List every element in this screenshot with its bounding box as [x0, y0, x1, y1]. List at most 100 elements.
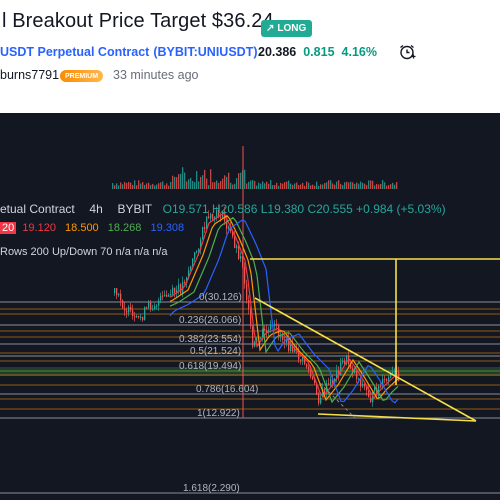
volume-bar — [228, 172, 230, 189]
volume-bar — [216, 180, 218, 189]
volume-bar — [386, 185, 388, 189]
volume-bar — [272, 185, 274, 189]
volume-bar — [290, 183, 292, 189]
volume-bar — [258, 182, 260, 189]
candle-body — [164, 294, 166, 297]
volume-profile-legend: Rows 200 Up/Down 70 n/a n/a n/a — [0, 246, 168, 258]
candle-body — [196, 251, 198, 253]
candle-body — [194, 252, 196, 259]
volume-bar — [166, 183, 168, 189]
volume-bar — [188, 179, 190, 189]
candle-body — [166, 294, 168, 297]
volume-bar — [190, 177, 192, 189]
candle-body — [140, 316, 142, 318]
volume-bar — [276, 182, 278, 189]
candle-body — [264, 328, 266, 331]
fib-label: 0.236(26.066) — [179, 315, 241, 326]
volume-bar — [326, 182, 328, 189]
volume-bar — [274, 184, 276, 189]
volume-bar — [364, 183, 366, 189]
fib-label: 0.5(21.524) — [190, 346, 241, 357]
volume-bar — [244, 169, 246, 189]
candle-body — [184, 281, 186, 284]
candle-body — [126, 310, 128, 313]
exchange-symbol-link[interactable]: (BYBIT:UNIUSDT) — [153, 45, 258, 59]
volume-bar — [210, 169, 212, 189]
volume-bar — [236, 178, 238, 189]
volume-bar — [116, 183, 118, 189]
volume-bar — [308, 182, 310, 189]
candle-body — [340, 362, 342, 376]
volume-bar — [212, 182, 214, 189]
volume-bar — [356, 182, 358, 189]
candle-body — [134, 316, 136, 318]
volume-bar — [202, 175, 204, 189]
volume-bar — [200, 176, 202, 189]
volume-bar — [374, 185, 376, 189]
candle-body — [356, 370, 358, 379]
candle-body — [116, 288, 118, 296]
fib-labels: 0(30.126) 0.236(26.066) 0.382(23.554)0.5(2… — [179, 292, 258, 494]
candle-body — [290, 342, 292, 352]
volume-bar — [370, 180, 372, 189]
volume-bar — [176, 177, 178, 189]
volume-bar — [208, 185, 210, 189]
candle-body — [270, 325, 272, 330]
volume-bar — [150, 185, 152, 189]
candle-body — [224, 211, 226, 222]
candle-body — [288, 336, 290, 352]
candle-body — [398, 372, 400, 381]
volume-bar — [352, 182, 354, 189]
price-quote: 20.386 0.815 4.16% — [258, 45, 377, 59]
candle-body — [240, 256, 242, 259]
chart-canvas[interactable]: 0(30.126) 0.236(26.066) 0.382(23.554)0.5(2… — [0, 113, 500, 500]
volume-bar — [328, 180, 330, 189]
volume-bar — [284, 182, 286, 189]
candle-body — [384, 378, 386, 380]
volume-bar — [340, 183, 342, 189]
candle-body — [268, 329, 270, 333]
volume-bar — [226, 176, 228, 189]
support-trendline — [317, 413, 477, 422]
author-link[interactable]: burns7791 — [0, 68, 60, 82]
candle-body — [292, 342, 294, 352]
volume-bar — [286, 181, 288, 189]
fib-label: 0.786(16.604) — [196, 384, 258, 395]
candle-body — [358, 378, 360, 380]
volume-bar — [142, 181, 144, 189]
volume-bar — [120, 182, 122, 189]
candle-body — [344, 361, 346, 365]
volume-bar — [294, 183, 296, 189]
volume-bar — [144, 184, 146, 189]
volume-bar — [140, 183, 142, 189]
candle-body — [306, 364, 308, 368]
candle-body — [352, 368, 354, 373]
candle-body — [374, 387, 376, 391]
volume-bar — [376, 183, 378, 189]
symbol-link[interactable]: USDT Perpetual Contract — [0, 45, 150, 59]
fib-label: 1.618(2.290) — [183, 483, 240, 494]
candle-body — [260, 338, 262, 340]
chart-area[interactable]: 0(30.126) 0.236(26.066) 0.382(23.554) 0.5(2… — [0, 113, 500, 500]
candle-body — [276, 323, 278, 326]
fib-retracement[interactable] — [0, 301, 500, 494]
candle-body — [232, 231, 234, 237]
candle-body — [158, 300, 160, 306]
ma-value-3: 18.500 — [65, 222, 99, 234]
candle-body — [368, 390, 370, 398]
volume-bar — [160, 182, 162, 189]
candle-body — [136, 315, 138, 318]
candle-body — [350, 364, 352, 369]
add-alert-icon[interactable] — [398, 43, 416, 61]
publish-time: 33 minutes ago — [113, 68, 199, 82]
volume-bar — [264, 183, 266, 189]
volume-bar — [128, 181, 130, 189]
candle-body — [294, 348, 296, 352]
price-change: 0.815 — [303, 45, 335, 59]
volume-bar — [130, 182, 132, 189]
volume-bar — [250, 180, 252, 189]
volume-bar — [172, 175, 174, 189]
volume-bars — [112, 167, 398, 189]
candle-body — [122, 300, 124, 309]
candle-body — [318, 393, 320, 404]
